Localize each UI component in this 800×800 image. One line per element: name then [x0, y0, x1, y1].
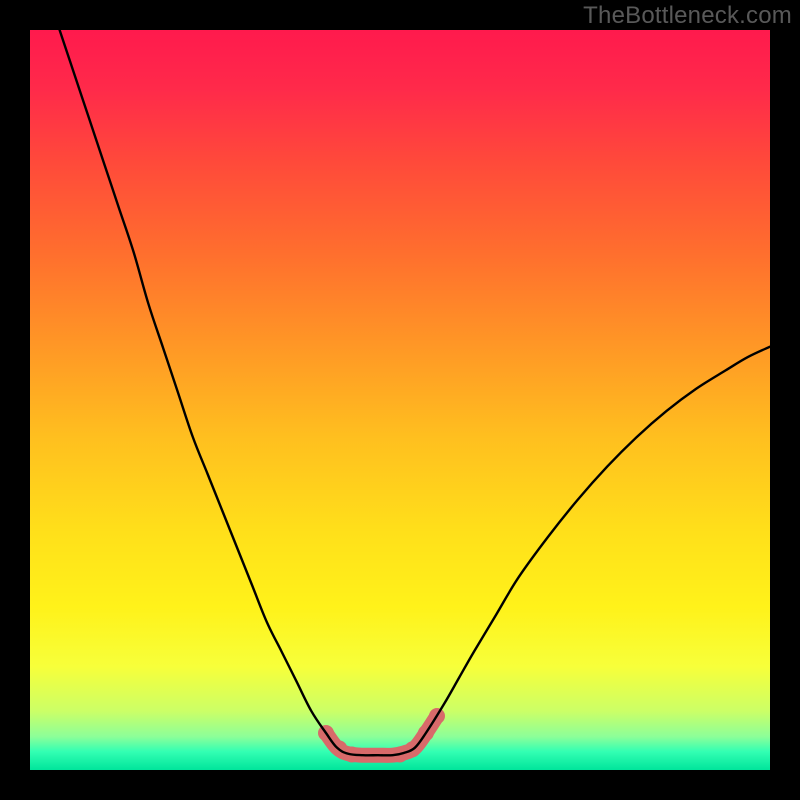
plot-background-gradient — [30, 30, 770, 770]
bottleneck-curve-chart — [0, 0, 800, 800]
chart-container: TheBottleneck.com — [0, 0, 800, 800]
